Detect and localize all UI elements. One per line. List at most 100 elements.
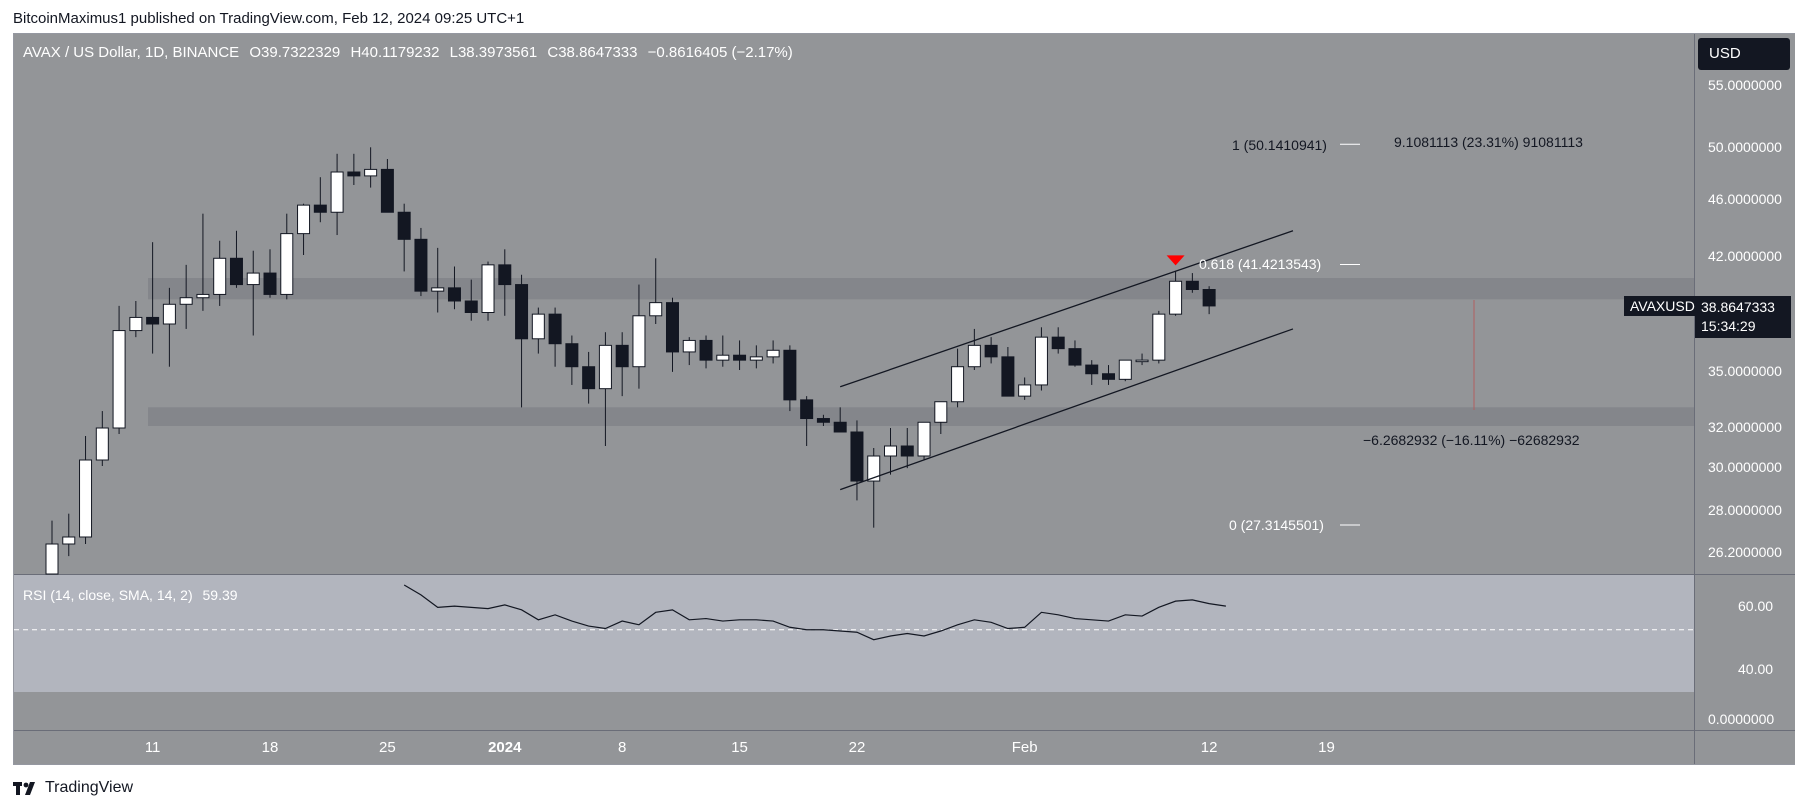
bear-candle — [313, 204, 327, 213]
bear-candle — [263, 272, 277, 295]
bear-candle — [548, 313, 562, 345]
bear-candle — [1202, 289, 1216, 307]
rsi-tick-label: 60.00 — [1738, 598, 1774, 614]
bear-candle — [229, 257, 243, 286]
price-tick-label: 26.2000000 — [1708, 544, 1782, 560]
bear-candle — [447, 287, 461, 302]
last-price-tag: 38.8647333 15:34:29 — [1695, 296, 1791, 338]
bull-candle — [867, 455, 881, 482]
bull-candle — [179, 297, 193, 305]
legend-symbol: AVAX / US Dollar, 1D, BINANCE — [23, 44, 240, 61]
price-panel[interactable] — [14, 34, 1694, 574]
legend-change: −0.8616405 (−2.17%) — [647, 44, 793, 61]
bull-candle — [951, 366, 965, 403]
price-tick-label: 42.0000000 — [1708, 248, 1782, 264]
time-tick-label: 22 — [849, 739, 866, 756]
bull-candle — [280, 233, 294, 295]
legend-high-label: H — [350, 44, 362, 61]
bear-candle — [1001, 356, 1015, 397]
bull-candle — [884, 445, 897, 457]
bull-candle — [649, 302, 663, 317]
bear-candle — [1102, 373, 1116, 380]
time-tick-label: 18 — [262, 739, 279, 756]
bull-candle — [364, 168, 378, 177]
bear-candle — [615, 344, 629, 368]
bear-candle — [414, 238, 428, 292]
channel-lower-line — [839, 328, 1294, 491]
time-tick-label: 2024 — [488, 739, 522, 756]
legend-high: H40.1179232 — [350, 44, 439, 61]
support-zone — [148, 278, 1694, 300]
bull-candle — [766, 349, 780, 358]
price-tick-label: 55.0000000 — [1708, 77, 1782, 93]
fib-level-0618-label: 0.618 (41.4213543) — [1199, 256, 1322, 272]
currency-button[interactable]: USD — [1698, 38, 1790, 70]
fib-level-0-label: 0 (27.3145501) — [1229, 517, 1324, 533]
price-tick-label: 28.0000000 — [1708, 502, 1782, 518]
bear-candle — [984, 344, 998, 358]
rsi-tick-label: 0.0000000 — [1708, 711, 1775, 727]
bull-candle — [246, 272, 260, 286]
rsi-legend: RSI (14, close, SMA, 14, 2) 59.39 — [23, 587, 244, 603]
support-zone — [148, 407, 1694, 426]
pane-divider[interactable] — [14, 574, 1795, 575]
fib-level-1-label: 1 (50.1410941) — [1232, 137, 1327, 153]
legend-open: O39.7322329 — [249, 44, 340, 61]
legend-open-label: O — [249, 44, 262, 61]
price-axis-divider — [1694, 34, 1695, 764]
time-tick-label: 15 — [731, 739, 748, 756]
bear-candle — [733, 354, 747, 361]
bull-candle — [1152, 313, 1166, 361]
bear-candle — [582, 366, 596, 390]
bull-candle — [112, 330, 126, 429]
legend-high-value: 40.1179232 — [361, 44, 440, 61]
bear-candle — [1068, 348, 1082, 366]
publisher-line: BitcoinMaximus1 published on TradingView… — [13, 10, 525, 27]
bull-candle — [129, 316, 143, 332]
time-tick-label: 8 — [618, 739, 626, 756]
legend-close-label: C — [547, 44, 559, 61]
tradingview-branding[interactable]: TradingView — [13, 779, 133, 797]
legend-low: L38.3973561 — [450, 44, 538, 61]
bull-candle — [1135, 359, 1149, 363]
time-tick-label: 12 — [1201, 739, 1218, 756]
bull-candle — [297, 204, 311, 235]
bull-candle — [95, 427, 109, 461]
bear-candle — [515, 284, 529, 340]
rsi-value: 59.39 — [202, 587, 238, 603]
ohlc-legend: AVAX / US Dollar, 1D, BINANCE O39.732232… — [23, 44, 799, 61]
time-axis[interactable] — [14, 731, 1694, 764]
bull-candle — [481, 264, 495, 314]
bear-candle — [850, 431, 864, 482]
bear-candle — [498, 264, 512, 286]
bear-candle — [900, 445, 914, 457]
rsi-label: RSI (14, close, SMA, 14, 2) — [23, 587, 193, 603]
bar-countdown: 15:34:29 — [1701, 318, 1756, 334]
measure-lower-label: −6.2682932 (−16.11%) −62682932 — [1363, 432, 1580, 448]
branding-text: TradingView — [45, 779, 134, 796]
bull-candle — [62, 536, 76, 545]
time-tick-label: 19 — [1318, 739, 1335, 756]
bear-candle — [464, 300, 478, 313]
bull-candle — [632, 315, 646, 368]
bull-candle — [1034, 336, 1048, 386]
bear-candle — [783, 349, 797, 401]
legend-close-value: 38.8647333 — [558, 44, 638, 61]
bear-candle — [347, 171, 361, 177]
price-tick-label: 35.0000000 — [1708, 363, 1782, 379]
bear-candle — [1185, 280, 1199, 290]
price-axis[interactable] — [1695, 34, 1795, 764]
bear-candle — [1085, 364, 1099, 375]
symbol-price-tag: AVAXUSD — [1624, 296, 1701, 316]
bull-candle — [934, 401, 948, 423]
bull-candle — [79, 459, 93, 538]
price-tick-label: 32.0000000 — [1708, 419, 1782, 435]
price-tick-label: 30.0000000 — [1708, 459, 1782, 475]
bear-candle — [699, 339, 713, 361]
bull-candle — [1169, 280, 1183, 315]
bear-candle — [833, 421, 847, 433]
bear-candle — [1051, 336, 1065, 350]
time-tick-label: 11 — [145, 739, 161, 756]
price-tick-label: 50.0000000 — [1708, 139, 1782, 155]
